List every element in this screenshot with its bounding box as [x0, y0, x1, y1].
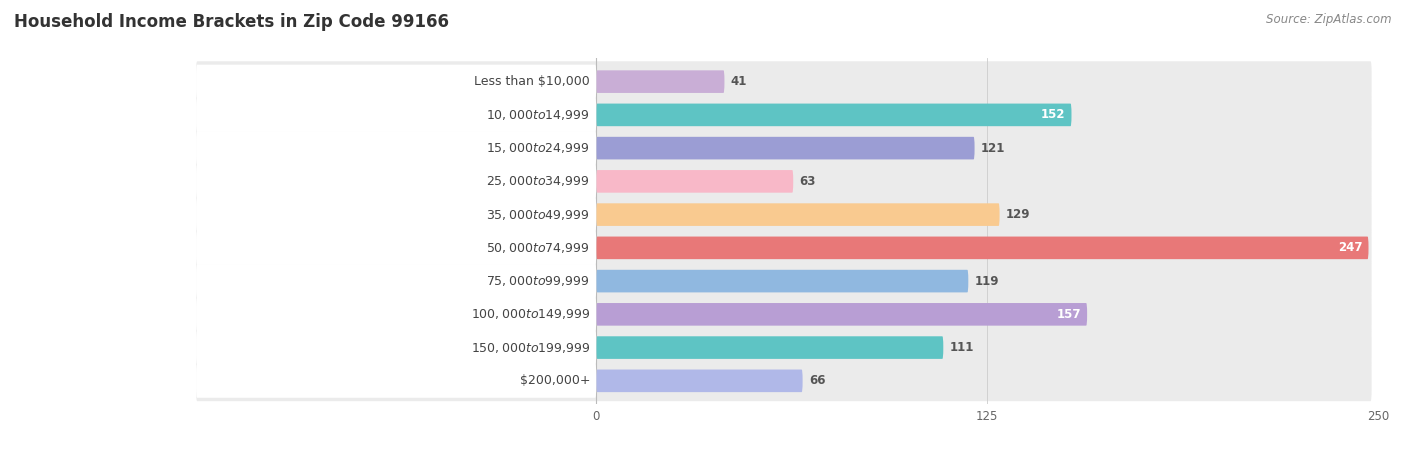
Text: Less than $10,000: Less than $10,000	[474, 75, 591, 88]
Text: $75,000 to $99,999: $75,000 to $99,999	[486, 274, 591, 288]
Text: $15,000 to $24,999: $15,000 to $24,999	[486, 141, 591, 155]
Text: 247: 247	[1337, 242, 1362, 254]
Text: $100,000 to $149,999: $100,000 to $149,999	[471, 308, 591, 321]
FancyBboxPatch shape	[195, 330, 596, 365]
FancyBboxPatch shape	[195, 297, 596, 331]
FancyBboxPatch shape	[195, 131, 596, 165]
Text: Source: ZipAtlas.com: Source: ZipAtlas.com	[1267, 13, 1392, 26]
FancyBboxPatch shape	[195, 95, 1372, 135]
Text: Household Income Brackets in Zip Code 99166: Household Income Brackets in Zip Code 99…	[14, 13, 449, 31]
FancyBboxPatch shape	[195, 261, 1372, 301]
FancyBboxPatch shape	[596, 104, 1071, 126]
FancyBboxPatch shape	[596, 70, 724, 93]
Text: 157: 157	[1056, 308, 1081, 321]
FancyBboxPatch shape	[195, 164, 596, 198]
Text: $200,000+: $200,000+	[519, 374, 591, 387]
Text: 66: 66	[808, 374, 825, 387]
Text: $50,000 to $74,999: $50,000 to $74,999	[486, 241, 591, 255]
Text: $25,000 to $34,999: $25,000 to $34,999	[486, 174, 591, 189]
Text: 129: 129	[1005, 208, 1031, 221]
FancyBboxPatch shape	[195, 361, 1372, 401]
FancyBboxPatch shape	[596, 270, 969, 292]
FancyBboxPatch shape	[596, 237, 1368, 259]
FancyBboxPatch shape	[195, 128, 1372, 168]
FancyBboxPatch shape	[195, 62, 1372, 102]
FancyBboxPatch shape	[596, 203, 1000, 226]
FancyBboxPatch shape	[195, 194, 1372, 235]
FancyBboxPatch shape	[195, 98, 596, 132]
FancyBboxPatch shape	[195, 198, 596, 232]
FancyBboxPatch shape	[195, 327, 1372, 368]
FancyBboxPatch shape	[195, 264, 596, 298]
FancyBboxPatch shape	[596, 137, 974, 159]
Text: $150,000 to $199,999: $150,000 to $199,999	[471, 341, 591, 355]
FancyBboxPatch shape	[596, 170, 793, 193]
FancyBboxPatch shape	[195, 364, 596, 398]
Text: $10,000 to $14,999: $10,000 to $14,999	[486, 108, 591, 122]
FancyBboxPatch shape	[596, 303, 1087, 326]
Text: 41: 41	[731, 75, 747, 88]
FancyBboxPatch shape	[195, 65, 596, 99]
Text: 121: 121	[981, 141, 1005, 154]
FancyBboxPatch shape	[195, 231, 596, 265]
FancyBboxPatch shape	[596, 336, 943, 359]
FancyBboxPatch shape	[195, 228, 1372, 268]
FancyBboxPatch shape	[195, 294, 1372, 335]
Text: $35,000 to $49,999: $35,000 to $49,999	[486, 207, 591, 222]
Text: 63: 63	[800, 175, 815, 188]
FancyBboxPatch shape	[195, 161, 1372, 202]
Text: 111: 111	[949, 341, 974, 354]
Text: 152: 152	[1040, 108, 1066, 121]
Text: 119: 119	[974, 275, 1000, 288]
FancyBboxPatch shape	[596, 370, 803, 392]
